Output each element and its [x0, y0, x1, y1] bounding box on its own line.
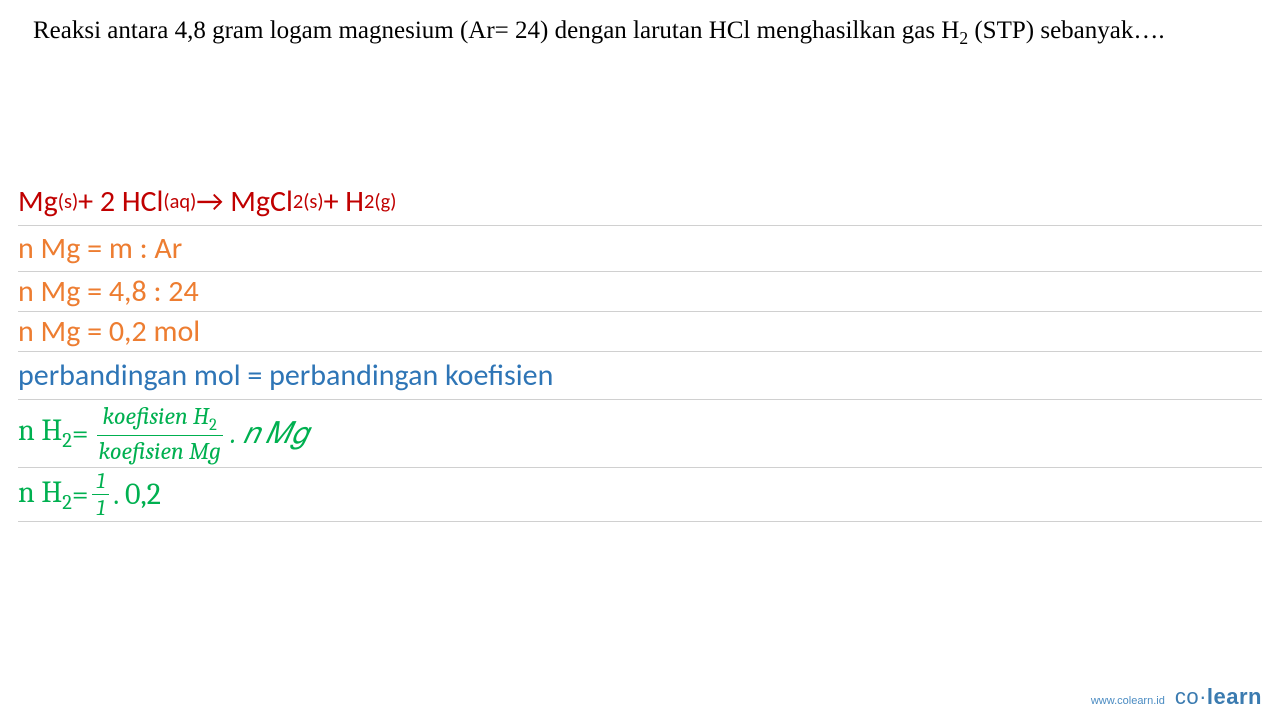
footer: www.colearn.id co·learn	[1091, 684, 1262, 710]
eq-mgcl-sub: 2(s)	[293, 190, 324, 214]
question-suffix: (STP) sebanyak….	[968, 17, 1165, 44]
step-row-3: n Mg = 4,8 : 24	[18, 272, 1262, 312]
step7-eq: =	[72, 477, 89, 512]
question-text: Reaksi antara 4,8 gram logam magnesium (…	[0, 0, 1280, 51]
question-prefix: Reaksi antara 4,8 gram logam magnesium (…	[8, 17, 959, 44]
eq-arrow-mgcl: → MgCl	[196, 183, 293, 220]
logo-light: co·	[1175, 684, 1207, 709]
step7-fraction: 1 1	[92, 468, 109, 521]
step6-rhs: . 𝑛 𝑀𝑔	[231, 416, 308, 451]
eq-hcl-sub: (aq)	[163, 190, 196, 214]
eq-mg: Mg	[18, 183, 58, 220]
step-row-6: n H2 = koefisien H2 koefisien Mg . 𝑛 𝑀𝑔	[18, 400, 1262, 468]
footer-logo: co·learn	[1175, 684, 1262, 710]
step7-frac-den: 1	[92, 495, 109, 521]
step6-frac-num: koefisien H	[103, 402, 210, 430]
step-row-4: n Mg = 0,2 mol	[18, 312, 1262, 352]
step7-rhs: . 0,2	[113, 477, 161, 512]
step7-lhs-sub: 2	[62, 492, 72, 515]
eq-h-sub: 2(g)	[364, 190, 396, 214]
question-h-subscript: 2	[959, 28, 968, 48]
step6-eq: =	[72, 416, 89, 451]
equation-row: Mg(s) + 2 HCl(aq) → MgCl2(s) + H2(g)	[18, 178, 1262, 226]
eq-plus-hcl: + 2 HCl	[78, 183, 163, 220]
logo-bold: learn	[1207, 684, 1262, 709]
step4-text: n Mg = 0,2 mol	[18, 313, 200, 350]
step-row-5: perbandingan mol = perbandingan koefisie…	[18, 352, 1262, 400]
step7-frac-num: 1	[92, 468, 109, 495]
step6-lhs-sub: 2	[62, 430, 72, 453]
eq-mg-sub: (s)	[58, 190, 78, 214]
step6-frac-den: koefisien Mg	[92, 436, 226, 465]
step7-lhs: n H	[18, 475, 62, 510]
step3-text: n Mg = 4,8 : 24	[18, 273, 199, 310]
step2-text: n Mg = m : Ar	[18, 230, 182, 267]
step-row-2: n Mg = m : Ar	[18, 226, 1262, 272]
footer-url: www.colearn.id	[1091, 695, 1165, 707]
step6-fraction: koefisien H2 koefisien Mg	[92, 402, 226, 466]
step6-frac-num-sub: 2	[209, 415, 217, 434]
step-row-7: n H2 = 1 1 . 0,2	[18, 468, 1262, 522]
step6-lhs: n H	[18, 413, 62, 448]
eq-plus-h: + H	[324, 183, 364, 220]
step5-text: perbandingan mol = perbandingan koefisie…	[18, 357, 553, 394]
solution-block: Mg(s) + 2 HCl(aq) → MgCl2(s) + H2(g) n M…	[18, 178, 1262, 522]
